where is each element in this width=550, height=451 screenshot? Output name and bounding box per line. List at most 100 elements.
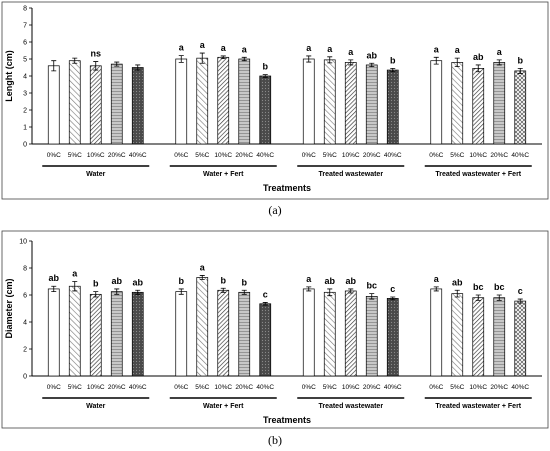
group-label: Water: [86, 171, 105, 178]
panel-tag-b: (b): [268, 433, 282, 447]
significance-letter: a: [200, 262, 206, 272]
bar: [196, 277, 209, 377]
category-label: 40%C: [256, 384, 274, 391]
category-label: 0%C: [429, 152, 443, 159]
bar: [217, 56, 230, 145]
error-bar: [390, 296, 396, 301]
error-bar: [327, 56, 333, 64]
bar: [323, 291, 336, 377]
bar: [175, 58, 188, 145]
y-tick-label: 0: [23, 142, 27, 149]
y-tick-label: 8: [23, 266, 27, 273]
x-axis-title: Treatments: [263, 183, 311, 193]
significance-letter: ab: [132, 277, 143, 287]
error-bar: [135, 64, 141, 71]
bar: [302, 58, 315, 145]
error-bar: [220, 55, 226, 60]
significance-letter: a: [179, 43, 185, 53]
significance-letter: ab: [366, 50, 377, 60]
error-bar: [433, 286, 439, 292]
bar: [259, 303, 272, 377]
category-label: 40%C: [129, 384, 147, 391]
category-label: 0%C: [174, 384, 188, 391]
bar: [386, 298, 399, 377]
error-bar: [51, 285, 57, 293]
bar: [514, 300, 527, 377]
group-label: Water + Fert: [203, 403, 244, 410]
category-label: 5%C: [195, 384, 209, 391]
category-label: 5%C: [195, 152, 209, 159]
bar: [68, 285, 81, 377]
bar: [344, 62, 357, 145]
x-axis-title: Treatments: [263, 415, 311, 425]
significance-letter: a: [306, 274, 312, 284]
category-label: 0%C: [429, 384, 443, 391]
error-bar: [348, 288, 354, 294]
error-bar: [517, 298, 523, 304]
category-label: 5%C: [450, 384, 464, 391]
y-tick-label: 6: [23, 293, 27, 300]
category-label: 20%C: [490, 384, 508, 391]
significance-letter: b: [263, 62, 269, 72]
bar: [472, 67, 485, 145]
significance-letter: b: [390, 55, 396, 65]
bar: [238, 291, 251, 377]
error-bar: [114, 61, 120, 67]
significance-letter: a: [434, 274, 440, 284]
error-bar: [178, 288, 184, 295]
significance-letter: a: [434, 44, 440, 54]
bar: [451, 62, 464, 145]
category-label: 10%C: [469, 152, 487, 159]
category-label: 20%C: [235, 384, 253, 391]
significance-letter: b: [221, 275, 227, 285]
panel-tag-a: (a): [268, 203, 281, 217]
y-tick-label: 5: [23, 57, 27, 64]
bar: [493, 297, 506, 377]
bar: [386, 69, 399, 145]
significance-letter: a: [306, 43, 312, 53]
category-label: 5%C: [450, 152, 464, 159]
significance-letter: a: [348, 47, 354, 57]
significance-letter: b: [518, 55, 524, 65]
y-tick-label: 3: [23, 91, 27, 98]
y-tick-label: 6: [23, 40, 27, 47]
error-bar: [369, 293, 375, 300]
error-bar: [93, 291, 99, 298]
significance-letter: a: [327, 44, 333, 54]
bar: [472, 297, 485, 377]
significance-letter: a: [221, 43, 227, 53]
significance-letter: a: [242, 44, 248, 54]
error-bar: [306, 55, 312, 63]
category-label: 20%C: [363, 384, 381, 391]
error-bar: [262, 74, 268, 78]
error-bar: [475, 294, 481, 301]
bar: [514, 70, 527, 145]
error-bar: [454, 289, 460, 298]
error-bar: [199, 275, 205, 280]
category-label: 0%C: [47, 152, 61, 159]
error-bar: [241, 289, 247, 295]
error-bar: [51, 60, 57, 72]
category-label: 40%C: [511, 384, 529, 391]
bar: [47, 288, 60, 377]
significance-letter: bc: [473, 282, 484, 292]
error-bar: [454, 57, 460, 68]
error-bar: [306, 286, 312, 292]
bar: [344, 290, 357, 377]
significance-letter: ab: [452, 277, 463, 287]
error-bar: [517, 67, 523, 74]
category-label: 0%C: [302, 152, 316, 159]
category-label: 20%C: [108, 384, 126, 391]
category-label: 40%C: [129, 152, 147, 159]
error-bar: [72, 57, 78, 64]
panel-frame: [1, 1, 549, 200]
bar: [365, 64, 378, 145]
error-bar: [327, 288, 333, 297]
significance-letter: bc: [366, 281, 377, 291]
error-bar: [262, 302, 268, 306]
category-label: 20%C: [235, 152, 253, 159]
category-label: 20%C: [363, 152, 381, 159]
